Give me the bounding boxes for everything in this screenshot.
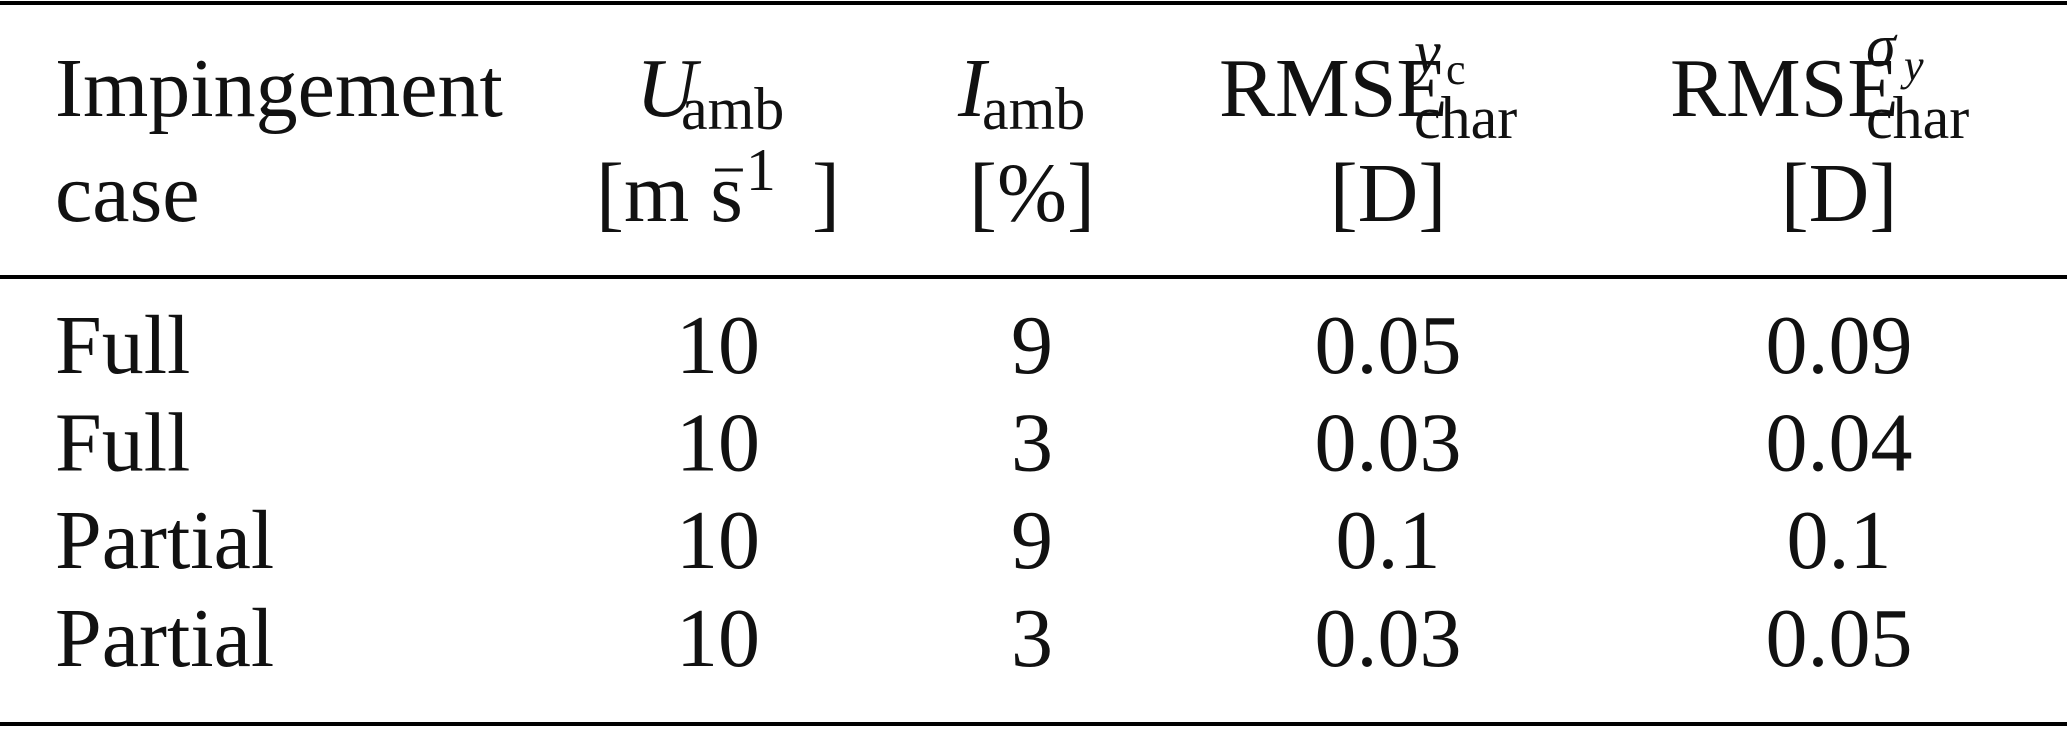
header-text: RMSE: [1219, 42, 1448, 135]
table-cell: 0.03: [1315, 397, 1462, 490]
header-superscript: y: [1900, 41, 1924, 90]
table-cell: 10: [676, 397, 760, 490]
table-cell: Full: [55, 299, 190, 392]
header-subscript: char: [1866, 85, 1969, 151]
table-cell: 0.05: [1315, 299, 1462, 392]
header-text: case: [55, 147, 200, 240]
table-cell: Partial: [55, 592, 274, 685]
table-cell: 3: [1011, 397, 1053, 490]
header-symbol: I: [957, 42, 990, 135]
header-text: Impingement: [55, 42, 503, 135]
table-cell: 10: [676, 299, 760, 392]
header-superscript: c: [1446, 45, 1466, 94]
header-subscript: char: [1414, 85, 1517, 151]
table-cell: 10: [676, 592, 760, 685]
header-symbol: U: [636, 42, 702, 135]
header-unit: ]: [812, 147, 840, 240]
header-subscript: amb: [681, 76, 784, 142]
header-superscript: σ: [1866, 13, 1898, 79]
table-cell: 9: [1011, 494, 1053, 587]
header-subscript: amb: [982, 76, 1085, 142]
table-cell: Full: [55, 397, 190, 490]
header-superscript: y: [1408, 19, 1441, 85]
table-cell: 0.1: [1336, 494, 1441, 587]
table-cell: 0.1: [1787, 494, 1892, 587]
header-superscript: −1: [712, 137, 776, 203]
header-unit: [D]: [1330, 147, 1447, 240]
header-unit: [m s: [596, 147, 743, 240]
table-cell: 0.03: [1315, 592, 1462, 685]
header-unit: [%]: [969, 147, 1095, 240]
header-text: RMSE: [1670, 42, 1899, 135]
table-cell: Partial: [55, 494, 274, 587]
table-cell: 0.04: [1766, 397, 1913, 490]
header-unit: [D]: [1781, 147, 1898, 240]
table-cell: 0.05: [1766, 592, 1913, 685]
table-cell: 10: [676, 494, 760, 587]
table-cell: 0.09: [1766, 299, 1913, 392]
table-cell: 9: [1011, 299, 1053, 392]
table-cell: 3: [1011, 592, 1053, 685]
